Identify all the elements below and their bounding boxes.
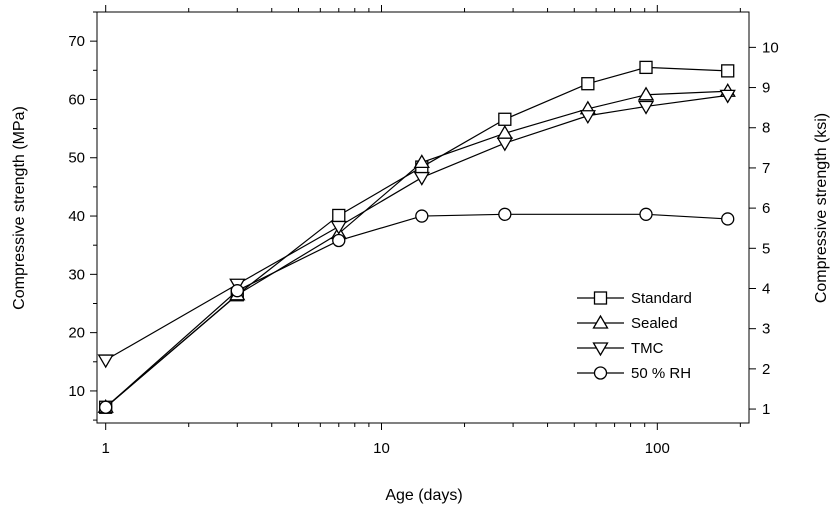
plot-frame (96, 11, 750, 424)
data-point (637, 86, 655, 101)
data-point (721, 212, 735, 226)
x-tick-label: 1 (102, 440, 110, 457)
y2-tick-label: 9 (762, 80, 770, 97)
data-point (332, 233, 346, 248)
legend-label: Standard (631, 290, 692, 307)
data-point (639, 207, 653, 221)
data-point (639, 60, 653, 75)
y-axis-title-right: Compressive strength (ksi) (813, 113, 830, 303)
y-tick-label: 20 (68, 325, 85, 342)
data-point (721, 64, 735, 78)
legend-marker (592, 342, 609, 357)
y2-tick-label: 4 (762, 280, 770, 297)
legend-item: 50 % RH (577, 365, 691, 382)
legend-item: TMC (577, 340, 664, 357)
data-point (230, 284, 244, 298)
legend-marker (593, 291, 608, 305)
legend-item: Sealed (577, 314, 678, 332)
y-axis-left: 10 20 30 40 50 60 70 (68, 11, 97, 421)
x-tick-label: 10 (373, 440, 390, 457)
y-tick-label: 50 (68, 150, 85, 167)
y2-tick-label: 8 (762, 120, 770, 137)
data-point (581, 77, 595, 91)
legend-label: TMC (631, 340, 664, 357)
legend-item: Standard (577, 290, 692, 307)
series-line (105, 94, 728, 361)
series-triangle-down (97, 89, 736, 369)
data-point (719, 89, 736, 104)
y2-tick-label: 2 (762, 361, 770, 378)
legend-label: Sealed (631, 315, 678, 332)
data-point (330, 220, 347, 235)
series-layer (97, 60, 736, 414)
series-line (105, 66, 728, 408)
y2-tick-label: 10 (762, 39, 779, 56)
y-tick-label: 60 (68, 91, 85, 108)
series-circle (99, 207, 735, 414)
series-square (99, 60, 735, 414)
series-triangle-up (97, 82, 736, 413)
y2-tick-label: 7 (762, 160, 770, 177)
y-axis-right: 1 2 3 4 5 6 7 8 9 10 (749, 39, 779, 418)
data-point (415, 209, 429, 223)
y2-tick-label: 1 (762, 401, 770, 418)
x-tick-label: 100 (645, 440, 670, 457)
series-line (105, 90, 728, 408)
y2-tick-label: 5 (762, 240, 770, 257)
data-point (498, 112, 512, 126)
data-point (332, 208, 346, 223)
y-axis-title-left: Compressive strength (MPa) (11, 106, 28, 310)
legend-label: 50 % RH (631, 365, 691, 382)
x-axis: 1 10 100 (102, 5, 741, 457)
y-tick-label: 40 (68, 208, 85, 225)
data-point (413, 171, 430, 186)
data-point (99, 400, 113, 414)
legend: Standard Sealed TMC 50 % RH (577, 290, 692, 382)
legend-marker (593, 366, 608, 380)
data-point (579, 110, 596, 125)
data-point (97, 354, 114, 369)
y-tick-label: 30 (68, 266, 85, 283)
legend-marker (592, 314, 609, 329)
x-axis-title: Age (days) (385, 487, 462, 504)
y-tick-label: 10 (68, 383, 85, 400)
plot-border (96, 11, 750, 424)
data-point (637, 100, 655, 115)
data-point (498, 207, 512, 221)
y-tick-label: 70 (68, 33, 85, 50)
y2-tick-label: 6 (762, 200, 770, 217)
data-point (413, 154, 430, 169)
data-point (496, 137, 513, 152)
y2-tick-label: 3 (762, 321, 770, 338)
